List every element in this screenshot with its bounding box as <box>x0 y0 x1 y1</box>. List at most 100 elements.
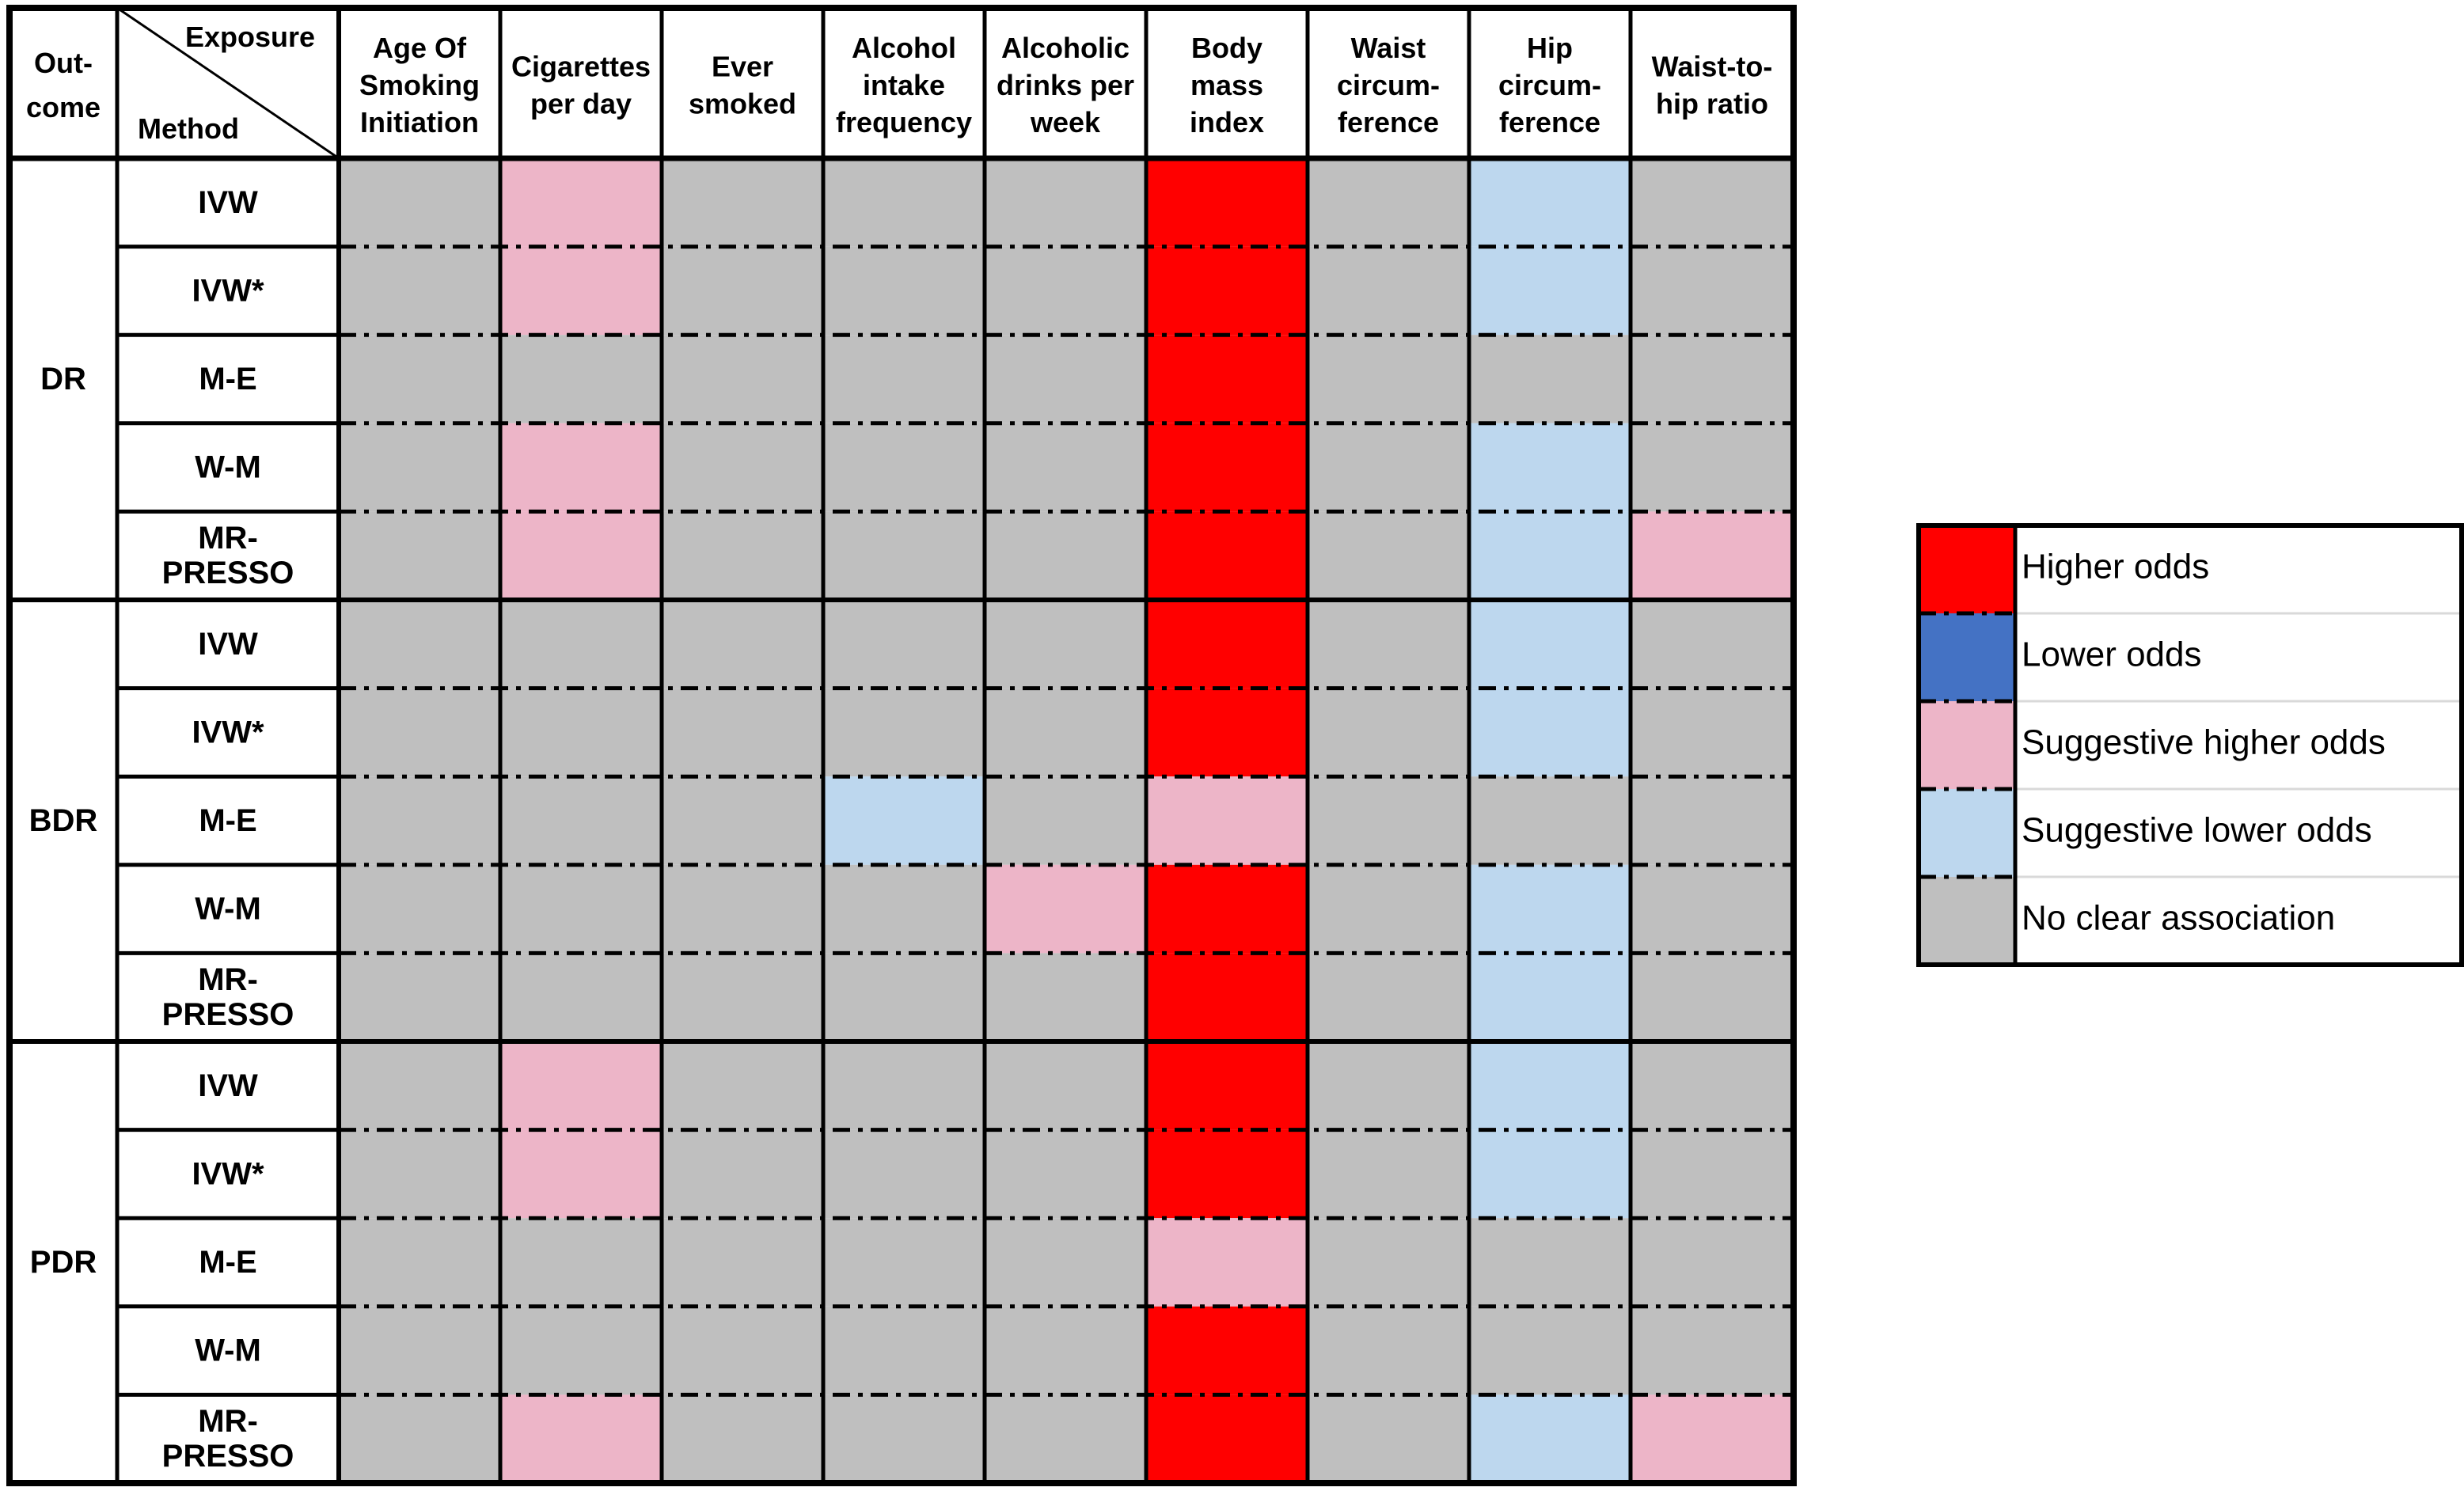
heatmap-cell <box>500 953 662 1041</box>
heatmap-cell <box>662 600 823 689</box>
heatmap-cell <box>339 511 500 600</box>
method-label: IVW* <box>192 715 264 749</box>
heatmap-cell <box>1631 335 1794 423</box>
heatmap-cell <box>1631 246 1794 336</box>
heatmap-cell <box>500 158 662 247</box>
heatmap-cell <box>985 423 1146 512</box>
heatmap-cell <box>1146 600 1308 689</box>
heatmap-cell <box>662 1394 823 1483</box>
heatmap-cell <box>1308 335 1469 423</box>
heatmap-cell <box>500 335 662 423</box>
heatmap-cell <box>1631 1129 1794 1219</box>
heatmap-cell <box>1308 423 1469 512</box>
heatmap-cell <box>500 600 662 689</box>
heatmap-cell <box>1308 1218 1469 1307</box>
heatmap-cell <box>662 953 823 1041</box>
heatmap-cell <box>1631 511 1794 600</box>
heatmap-cell <box>1146 1129 1308 1219</box>
header-background <box>9 8 1794 158</box>
heatmap-cell <box>1631 158 1794 247</box>
heatmap-cell <box>1308 1306 1469 1395</box>
heatmap-cell <box>1469 776 1631 865</box>
heatmap-cell <box>1146 335 1308 423</box>
heatmap-cell <box>1308 688 1469 777</box>
heatmap-cell <box>1631 423 1794 512</box>
column-header: Alcoholic drinks per week <box>997 32 1134 138</box>
heatmap-cell <box>662 864 823 954</box>
column-header: Age Of Smoking Initiation <box>359 32 480 138</box>
heatmap-cell <box>339 600 500 689</box>
heatmap-cell <box>823 158 985 247</box>
heatmap-cell <box>985 1394 1146 1483</box>
heatmap-cell <box>339 335 500 423</box>
heatmap-cell <box>1631 1218 1794 1307</box>
method-label: IVW <box>198 627 258 662</box>
legend-label: Suggestive lower odds <box>2022 811 2372 850</box>
heatmap-cell <box>1146 864 1308 954</box>
heatmap-cell <box>1146 776 1308 865</box>
heatmap-cell <box>1308 246 1469 336</box>
heatmap-cell <box>985 335 1146 423</box>
heatmap-cell <box>1469 600 1631 689</box>
heatmap-cell <box>662 246 823 336</box>
legend-label: No clear association <box>2022 899 2335 938</box>
heatmap-cell <box>1308 1041 1469 1130</box>
heatmap-cell <box>1469 158 1631 247</box>
heatmap-cell <box>1308 511 1469 600</box>
heatmap-cell <box>662 1041 823 1130</box>
heatmap-cell <box>662 1129 823 1219</box>
table-border <box>6 5 1797 1486</box>
column-header: Waist-to-hip ratio <box>1652 51 1773 120</box>
heatmap-cell <box>823 776 985 865</box>
heatmap-cell <box>823 864 985 954</box>
heatmap-cell <box>985 776 1146 865</box>
heatmap-cell <box>1469 1041 1631 1130</box>
outcome-header: Out-come <box>26 47 101 123</box>
heatmap-cell <box>823 1306 985 1395</box>
heatmap-cell <box>1469 423 1631 512</box>
heatmap-cell <box>339 158 500 247</box>
heatmap-cell <box>1308 1129 1469 1219</box>
heatmap-cell <box>1469 953 1631 1041</box>
method-label: MR-PRESSO <box>162 962 294 1032</box>
corner-diagonal <box>116 6 340 160</box>
legend-swatch <box>1919 701 2015 789</box>
heatmap-cell <box>1469 246 1631 336</box>
heatmap-cell <box>500 423 662 512</box>
heatmap-cell <box>985 246 1146 336</box>
column-header: Waist circum-ference <box>1337 32 1440 138</box>
heatmap-cell <box>500 246 662 336</box>
heatmap-cell <box>662 1306 823 1395</box>
heatmap-cell <box>1631 864 1794 954</box>
heatmap-cell <box>662 423 823 512</box>
heatmap-cell <box>500 1306 662 1395</box>
heatmap-cell <box>1631 1306 1794 1395</box>
heatmap-cell <box>1631 953 1794 1041</box>
heatmap-cell <box>1631 1394 1794 1483</box>
heatmap-cell <box>985 1306 1146 1395</box>
heatmap-cell <box>823 246 985 336</box>
heatmap-cell <box>1469 864 1631 954</box>
legend-border <box>1916 523 2464 967</box>
heatmap-cell <box>1469 1129 1631 1219</box>
heatmap-cell <box>985 864 1146 954</box>
legend-swatch <box>1919 789 2015 877</box>
heatmap-cell <box>662 1218 823 1307</box>
exposure-header: Exposure <box>185 21 315 53</box>
heatmap-cell <box>823 953 985 1041</box>
heatmap-cell <box>823 1129 985 1219</box>
heatmap-cell <box>500 1218 662 1307</box>
heatmap-cell <box>662 158 823 247</box>
heatmap-cell <box>339 423 500 512</box>
method-label: MR-PRESSO <box>162 521 294 590</box>
heatmap-cell <box>339 953 500 1041</box>
method-label: M-E <box>199 803 256 838</box>
column-header: Ever smoked <box>689 51 796 120</box>
heatmap-cell <box>1631 600 1794 689</box>
heatmap-cell <box>985 1129 1146 1219</box>
heatmap-cell <box>1631 688 1794 777</box>
heatmap-cell <box>823 688 985 777</box>
heatmap-cell <box>500 864 662 954</box>
heatmap-cell <box>662 335 823 423</box>
